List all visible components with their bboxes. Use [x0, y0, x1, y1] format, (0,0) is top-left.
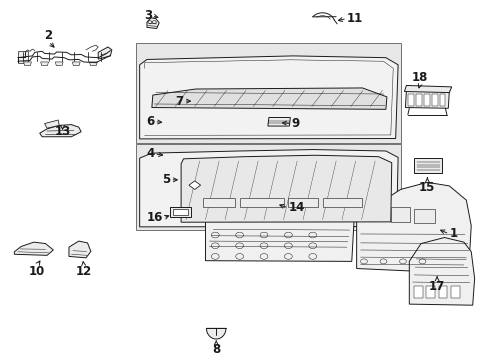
Polygon shape	[89, 62, 97, 66]
Polygon shape	[14, 242, 53, 255]
Polygon shape	[55, 62, 63, 66]
Polygon shape	[147, 18, 159, 28]
Text: 7: 7	[175, 95, 183, 108]
Polygon shape	[18, 51, 27, 63]
Polygon shape	[413, 285, 422, 298]
Polygon shape	[40, 125, 81, 137]
Polygon shape	[170, 207, 190, 217]
Polygon shape	[413, 158, 441, 173]
Text: 10: 10	[29, 265, 45, 278]
Polygon shape	[356, 182, 470, 272]
Polygon shape	[140, 149, 397, 227]
Polygon shape	[23, 62, 31, 66]
Text: 14: 14	[288, 202, 304, 215]
Polygon shape	[140, 56, 397, 139]
Text: 2: 2	[44, 29, 52, 42]
Text: 12: 12	[75, 265, 92, 278]
Polygon shape	[450, 285, 459, 298]
Polygon shape	[288, 198, 317, 207]
Polygon shape	[407, 94, 413, 106]
Polygon shape	[98, 47, 112, 59]
Polygon shape	[136, 44, 400, 143]
Polygon shape	[267, 117, 290, 126]
Polygon shape	[439, 94, 445, 106]
Polygon shape	[413, 209, 434, 223]
Polygon shape	[188, 181, 200, 189]
Polygon shape	[152, 88, 386, 109]
Polygon shape	[205, 210, 353, 261]
Polygon shape	[415, 94, 421, 106]
Text: 6: 6	[146, 115, 154, 128]
Polygon shape	[206, 328, 225, 339]
Polygon shape	[172, 209, 188, 215]
Polygon shape	[69, 241, 91, 258]
Text: 18: 18	[411, 71, 427, 84]
Text: 15: 15	[418, 181, 435, 194]
Polygon shape	[44, 120, 59, 128]
Text: 3: 3	[143, 9, 152, 22]
Polygon shape	[431, 94, 437, 106]
Polygon shape	[405, 90, 448, 108]
Polygon shape	[41, 62, 48, 66]
Polygon shape	[423, 94, 429, 106]
Polygon shape	[136, 144, 400, 230]
Polygon shape	[72, 62, 80, 66]
Text: 17: 17	[428, 280, 444, 293]
Polygon shape	[322, 198, 361, 207]
Polygon shape	[404, 85, 451, 93]
Text: 4: 4	[146, 147, 154, 160]
Polygon shape	[426, 285, 434, 298]
Text: 11: 11	[346, 12, 363, 25]
Polygon shape	[203, 198, 234, 207]
Text: 8: 8	[212, 343, 220, 356]
Text: 16: 16	[146, 211, 163, 224]
Text: 5: 5	[162, 173, 170, 186]
Polygon shape	[390, 207, 409, 221]
Polygon shape	[239, 198, 283, 207]
Polygon shape	[438, 285, 447, 298]
Text: 9: 9	[291, 117, 300, 130]
Text: 13: 13	[54, 125, 71, 138]
Polygon shape	[181, 155, 391, 222]
Text: 1: 1	[448, 228, 456, 240]
Polygon shape	[408, 238, 474, 305]
